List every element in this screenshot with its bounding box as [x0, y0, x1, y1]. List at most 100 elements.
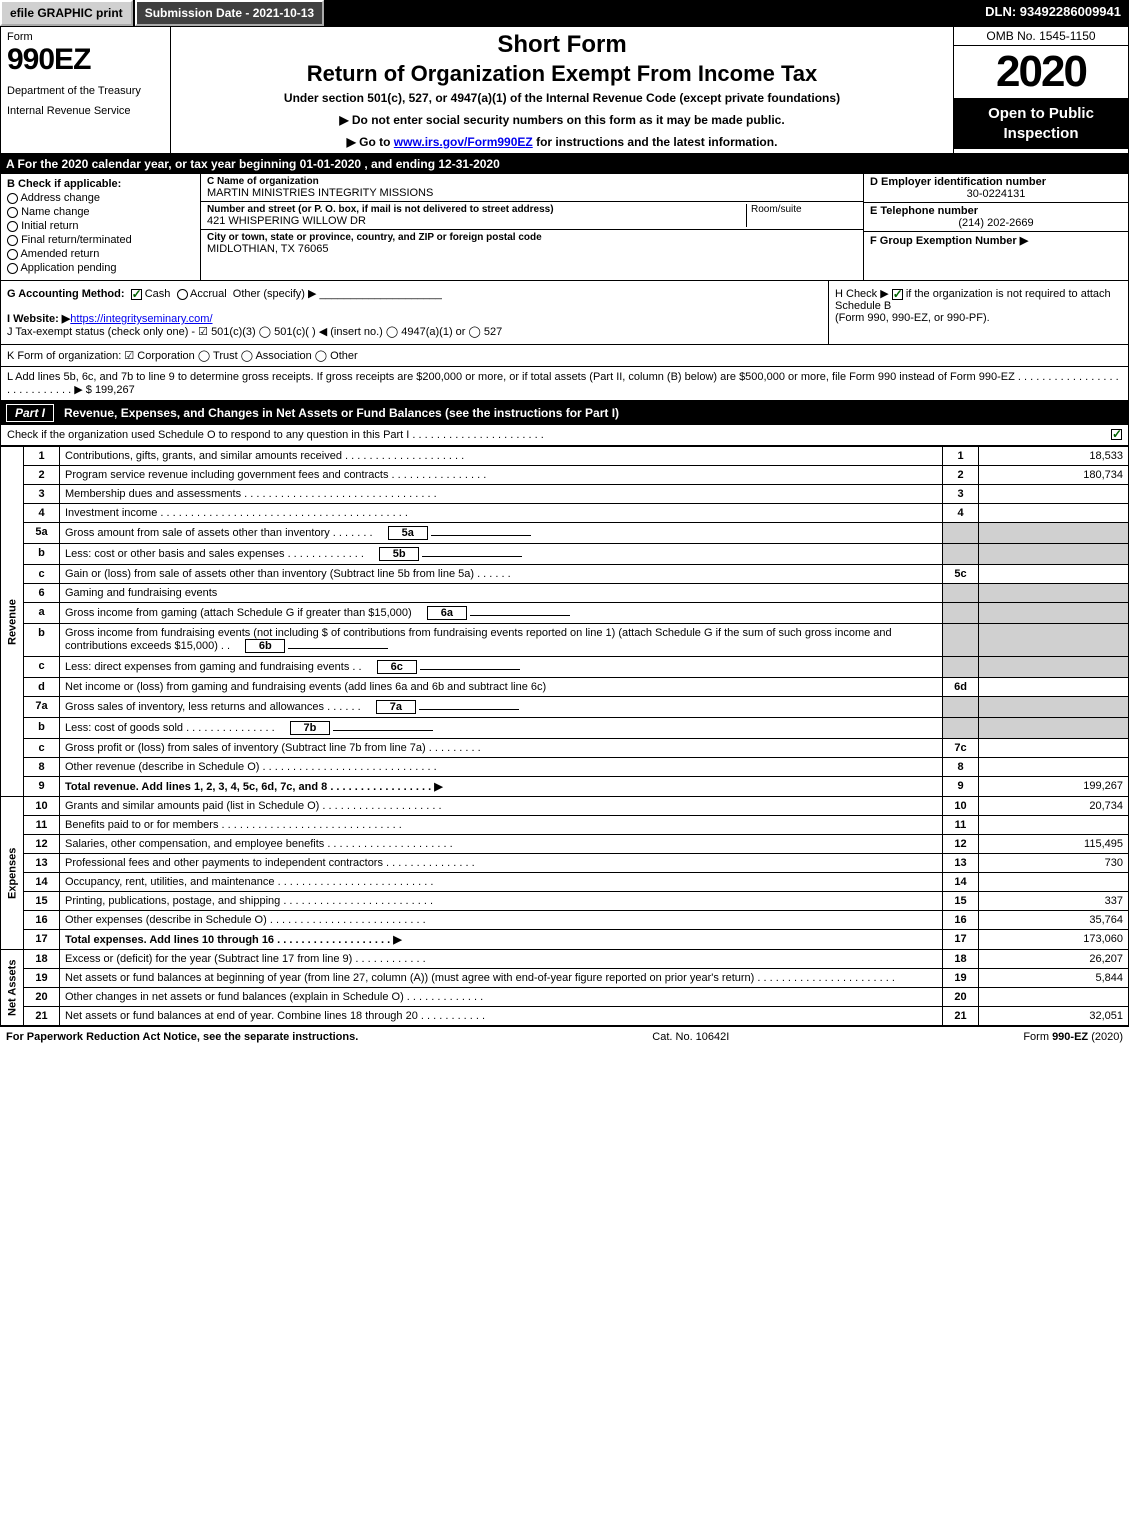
- line-amt: 20,734: [979, 797, 1129, 816]
- inner-box: 6a: [427, 606, 467, 620]
- line-desc: Total revenue. Add lines 1, 2, 3, 4, 5c,…: [60, 777, 943, 797]
- row-j: J Tax-exempt status (check only one) - ☑…: [7, 326, 502, 338]
- line-num: 14: [24, 873, 60, 892]
- arrow-ssn: Do not enter social security numbers on …: [177, 113, 947, 127]
- part1-checkline: Check if the organization used Schedule …: [0, 425, 1129, 446]
- table-row: 5aGross amount from sale of assets other…: [1, 523, 1129, 544]
- line-num: 15: [24, 892, 60, 911]
- netassets-section-label: Net Assets: [1, 950, 24, 1026]
- efile-print-button[interactable]: efile GRAPHIC print: [0, 0, 133, 26]
- part1-title: Revenue, Expenses, and Changes in Net As…: [64, 406, 619, 420]
- line-ref: 20: [943, 988, 979, 1007]
- table-row: 2Program service revenue including gover…: [1, 466, 1129, 485]
- chk-label: Application pending: [20, 262, 116, 274]
- city-cell: City or town, state or province, country…: [201, 230, 863, 257]
- table-row: 19Net assets or fund balances at beginni…: [1, 969, 1129, 988]
- line-amt: 18,533: [979, 447, 1129, 466]
- line-desc: Total expenses. Add lines 10 through 16 …: [60, 930, 943, 950]
- part1-label: Part I: [6, 404, 54, 422]
- line-ref: 12: [943, 835, 979, 854]
- desc-text: Less: cost of goods sold . . . . . . . .…: [65, 722, 275, 734]
- line-ref-shade: [943, 657, 979, 678]
- line-ref: 6d: [943, 678, 979, 697]
- line-amt: [979, 988, 1129, 1007]
- chk-accrual[interactable]: [177, 289, 188, 300]
- line-amt-shade: [979, 523, 1129, 544]
- line-amt: 35,764: [979, 911, 1129, 930]
- line-desc: Gaming and fundraising events: [60, 584, 943, 603]
- line-num: 9: [24, 777, 60, 797]
- checkbox-icon: [7, 249, 18, 260]
- line-amt: [979, 504, 1129, 523]
- dln-label: DLN: 93492286009941: [977, 0, 1129, 26]
- line-ref-shade: [943, 697, 979, 718]
- footer-right: Form 990-EZ (2020): [1023, 1031, 1123, 1043]
- line-ref-shade: [943, 624, 979, 657]
- line-amt-shade: [979, 584, 1129, 603]
- subtitle: Under section 501(c), 527, or 4947(a)(1)…: [177, 91, 947, 105]
- line-ref: 2: [943, 466, 979, 485]
- g-other: Other (specify) ▶: [233, 288, 317, 300]
- desc-text: Total expenses. Add lines 10 through 16 …: [65, 934, 402, 946]
- line-desc: Contributions, gifts, grants, and simila…: [60, 447, 943, 466]
- line-num: c: [24, 739, 60, 758]
- form-header: Form 990EZ Department of the Treasury In…: [0, 26, 1129, 154]
- chk-schedule-o[interactable]: [1111, 429, 1122, 440]
- line-a: A For the 2020 calendar year, or tax yea…: [0, 154, 1129, 174]
- line-num: 8: [24, 758, 60, 777]
- line-num: c: [24, 657, 60, 678]
- street-value: 421 WHISPERING WILLOW DR: [207, 215, 742, 227]
- chk-schedule-b[interactable]: [892, 289, 903, 300]
- group-label: F Group Exemption Number ▶: [870, 235, 1028, 247]
- checkbox-icon: [7, 235, 18, 246]
- website-link[interactable]: https://integrityseminary.com/: [70, 313, 212, 325]
- line-amt-shade: [979, 544, 1129, 565]
- chk-label: Amended return: [20, 248, 99, 260]
- chk-final-return[interactable]: Final return/terminated: [7, 234, 194, 246]
- line-num: 4: [24, 504, 60, 523]
- i-label: I Website: ▶: [7, 313, 70, 325]
- chk-label: Name change: [21, 206, 90, 218]
- line-ref-shade: [943, 523, 979, 544]
- line-desc: Benefits paid to or for members . . . . …: [60, 816, 943, 835]
- dept-irs: Internal Revenue Service: [7, 105, 164, 117]
- revenue-section-label: Revenue: [1, 447, 24, 797]
- row-k: K Form of organization: ☑ Corporation ◯ …: [0, 345, 1129, 367]
- line-amt: [979, 739, 1129, 758]
- chk-application-pending[interactable]: Application pending: [7, 262, 194, 274]
- box-d: D Employer identification number 30-0224…: [863, 174, 1128, 280]
- part1-checkline-text: Check if the organization used Schedule …: [7, 429, 1111, 441]
- chk-label: Initial return: [21, 220, 78, 232]
- line-num: 20: [24, 988, 60, 1007]
- chk-amended-return[interactable]: Amended return: [7, 248, 194, 260]
- line-ref: 5c: [943, 565, 979, 584]
- table-row: Expenses 10Grants and similar amounts pa…: [1, 797, 1129, 816]
- group-exemption-cell: F Group Exemption Number ▶: [864, 232, 1128, 280]
- line-num: 3: [24, 485, 60, 504]
- title-return: Return of Organization Exempt From Incom…: [177, 61, 947, 87]
- chk-address-change[interactable]: Address change: [7, 192, 194, 204]
- line-desc: Investment income . . . . . . . . . . . …: [60, 504, 943, 523]
- submission-date-button[interactable]: Submission Date - 2021-10-13: [135, 0, 324, 26]
- desc-text: Less: cost or other basis and sales expe…: [65, 548, 364, 560]
- line-num: 6: [24, 584, 60, 603]
- irs-link[interactable]: www.irs.gov/Form990EZ: [394, 135, 533, 149]
- row-g: G Accounting Method: Cash Accrual Other …: [1, 281, 828, 344]
- line-ref: 10: [943, 797, 979, 816]
- line-amt-shade: [979, 657, 1129, 678]
- desc-text: Less: direct expenses from gaming and fu…: [65, 661, 362, 673]
- org-name-cell: C Name of organization MARTIN MINISTRIES…: [201, 174, 863, 202]
- line-amt: 32,051: [979, 1007, 1129, 1026]
- footer-right-pre: Form: [1023, 1031, 1052, 1043]
- line-desc: Program service revenue including govern…: [60, 466, 943, 485]
- line-num: c: [24, 565, 60, 584]
- chk-name-change[interactable]: Name change: [7, 206, 194, 218]
- desc-text: Gross income from fundraising events (no…: [65, 627, 892, 652]
- ein-value: 30-0224131: [870, 188, 1122, 200]
- line-num: 13: [24, 854, 60, 873]
- chk-cash[interactable]: [131, 289, 142, 300]
- table-row: bGross income from fundraising events (n…: [1, 624, 1129, 657]
- line-amt: 199,267: [979, 777, 1129, 797]
- table-row: dNet income or (loss) from gaming and fu…: [1, 678, 1129, 697]
- chk-initial-return[interactable]: Initial return: [7, 220, 194, 232]
